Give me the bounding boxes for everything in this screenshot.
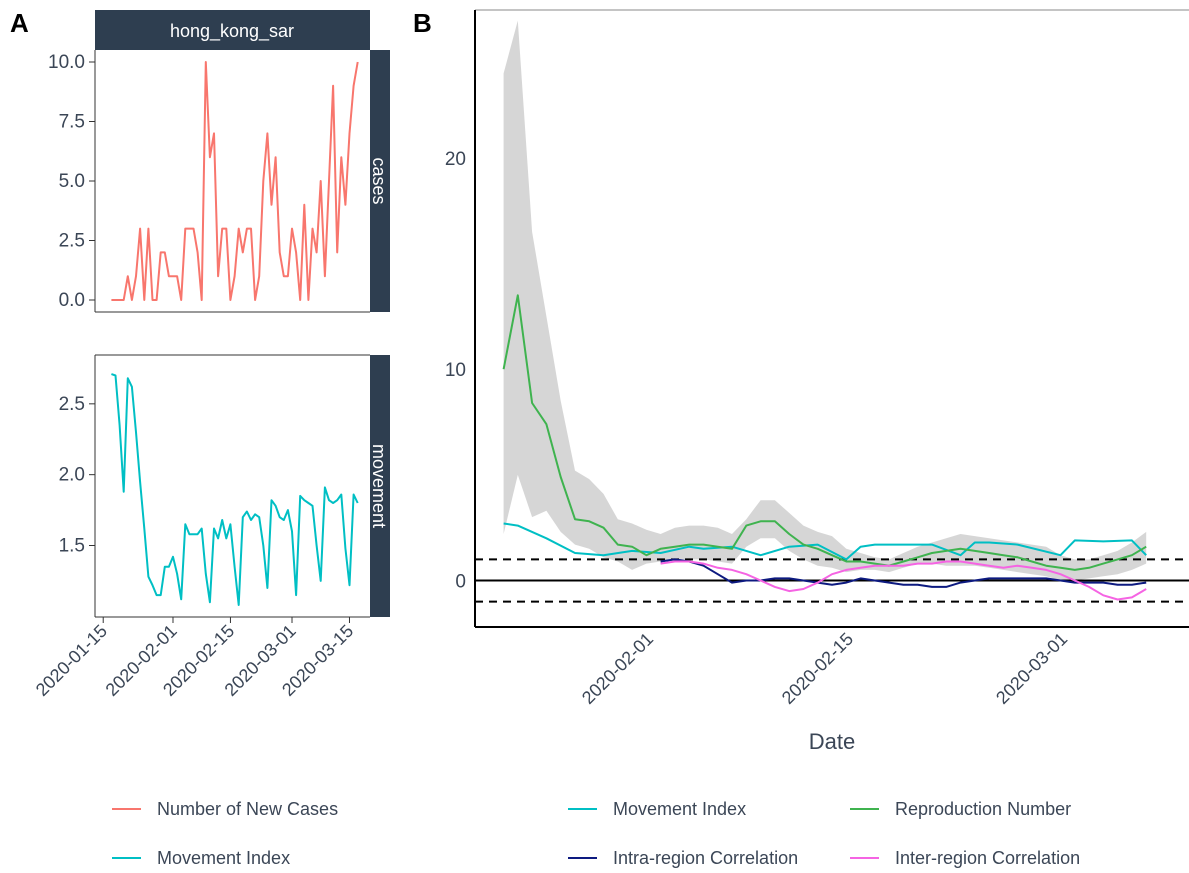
movement-plot xyxy=(111,373,359,606)
series-movement-index-line xyxy=(503,522,1147,561)
legend-movement-index-label: Movement Index xyxy=(157,848,290,868)
panel-b-x-axis-title: Date xyxy=(809,729,855,754)
movement-strip xyxy=(370,355,390,617)
cases-y-tick-label: 2.5 xyxy=(59,231,85,252)
panel-b-y-tick-label: 10 xyxy=(445,360,466,381)
movement-y-tick-label: 2.5 xyxy=(59,394,85,415)
legend-a: Number of New Cases Movement Index xyxy=(112,799,338,868)
movement-y-tick-label: 2.0 xyxy=(59,465,85,486)
panel-a-letter: A xyxy=(10,8,29,38)
cases-plot xyxy=(111,61,359,301)
movement-y-ticks: 1.5 2.0 2.5 xyxy=(59,394,95,557)
panel-b-x-tick-label: 2020-02-01 xyxy=(578,629,657,708)
cases-y-tick-label: 10.0 xyxy=(48,52,85,73)
movement-strip-label: movement xyxy=(369,444,389,528)
legend-intra-region-correlation-label: Intra-region Correlation xyxy=(613,848,798,868)
movement-y-tick-label: 1.5 xyxy=(59,536,85,557)
series-movement-index-line xyxy=(111,373,359,606)
panel-b-series xyxy=(502,294,1147,601)
cases-strip-label: cases xyxy=(369,157,389,204)
panel-b-y-ticks: 0 10 20 xyxy=(445,149,466,593)
legend-reproduction-number-label: Reproduction Number xyxy=(895,799,1071,819)
reference-lines xyxy=(475,558,1189,603)
cases-y-tick-label: 7.5 xyxy=(59,112,85,133)
series-number-of-new-cases-line xyxy=(111,61,359,301)
panel-b-letter: B xyxy=(413,8,432,38)
cases-y-tick-label: 5.0 xyxy=(59,171,85,192)
cases-strip xyxy=(370,50,390,312)
panel-a-x-ticks: 2020-01-152020-02-012020-02-152020-03-01… xyxy=(32,617,357,700)
panel-b-y-tick-label: 20 xyxy=(445,149,466,170)
cases-y-tick-label: 0.0 xyxy=(59,290,85,311)
panel-b-x-ticks: 2020-02-01 2020-02-15 2020-03-01 xyxy=(578,629,1071,708)
facet-title: hong_kong_sar xyxy=(170,21,294,42)
panel-b-y-tick-label: 0 xyxy=(455,572,466,593)
legend-inter-region-correlation-label: Inter-region Correlation xyxy=(895,848,1080,868)
legend-movement-index-label: Movement Index xyxy=(613,799,746,819)
series-inter-region-correlation-line xyxy=(660,560,1147,601)
panel-b-x-tick-label: 2020-03-01 xyxy=(992,629,1071,708)
series-intra-region-correlation-line xyxy=(660,558,1147,588)
legend-number-of-new-cases-label: Number of New Cases xyxy=(157,799,338,819)
cases-y-ticks: 0.0 2.5 5.0 7.5 10.0 xyxy=(48,52,95,311)
reproduction-ribbon xyxy=(503,20,1147,581)
series-reproduction-number-line xyxy=(502,294,1147,571)
facet-title-strip xyxy=(95,10,370,50)
reproduction-confidence-band xyxy=(503,20,1147,581)
legend-b: Movement Index Reproduction Number Intra-r… xyxy=(568,799,1080,868)
panel-a-x-tick-label: 2020-01-15 xyxy=(32,621,111,700)
panel-b-x-tick-label: 2020-02-15 xyxy=(778,629,857,708)
